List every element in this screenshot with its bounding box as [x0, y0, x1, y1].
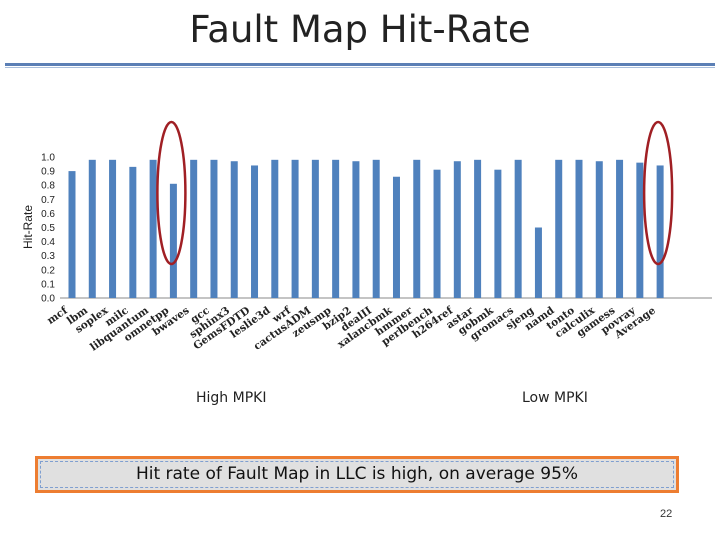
title-rule: [5, 63, 715, 66]
bar-hmmer: [413, 159, 421, 298]
low-mpki-label: Low MPKI: [522, 390, 588, 406]
bar-soplex: [109, 159, 117, 298]
bar-povray: [636, 162, 644, 298]
bar-tonto: [575, 159, 583, 298]
bar-namd: [555, 159, 563, 298]
bar-zeusmp: [332, 159, 340, 298]
high-mpki-label: High MPKI: [196, 390, 267, 406]
bar-wrf: [291, 159, 299, 298]
bar-gobmk: [494, 169, 502, 298]
y-tick-label: 0.7: [41, 195, 55, 206]
callout-inner-border: [40, 461, 674, 488]
y-axis-label: Hit-Rate: [21, 205, 35, 249]
bar-leslie3d: [271, 159, 279, 298]
bar-bwaves: [190, 159, 198, 298]
bar-mcf: [68, 171, 76, 298]
bar-omnetpp: [169, 183, 177, 298]
bar-perlbench: [433, 169, 441, 298]
y-tick-label: 0.5: [41, 223, 55, 234]
bar-astar: [474, 159, 482, 298]
bar-GemsFDTD: [251, 165, 259, 298]
hit-rate-chart: 0.0 0.1 0.2 0.3 0.4 0.5 0.6 0.7 0.8 0.9 1.0 Hit-Rat…: [21, 120, 712, 354]
bar-sphinx3: [230, 161, 238, 298]
y-tick-label: 0.8: [41, 181, 55, 192]
y-tick-label: 0.3: [41, 251, 55, 262]
y-tick-label: 0.1: [41, 279, 55, 290]
bar-gcc: [210, 159, 218, 298]
bar-gromacs: [514, 159, 522, 298]
bar-libquantum: [149, 159, 157, 298]
bar-lbm: [88, 159, 96, 298]
bar-gamess: [616, 159, 624, 298]
title-rule-thin: [5, 67, 715, 68]
y-tick-label: 0.2: [41, 265, 55, 276]
highlight-ellipse-omnetpp: [156, 120, 187, 266]
bar-Average: [656, 165, 664, 298]
bar-sjeng: [534, 227, 542, 298]
y-tick-label: 0.6: [41, 209, 55, 220]
callout-box: Hit rate of Fault Map in LLC is high, on…: [35, 456, 679, 493]
y-tick-label: 1.0: [41, 153, 55, 164]
bar-cactusADM: [311, 159, 319, 298]
bar-bzip2: [352, 161, 360, 298]
callout-text: Hit rate of Fault Map in LLC is high, on…: [135, 464, 579, 484]
highlight-ellipse-Average: [642, 120, 674, 266]
bar-calculix: [595, 161, 603, 298]
y-tick-label: 0.4: [41, 237, 55, 248]
bar-dealII: [372, 159, 380, 298]
y-tick-label: 0.0: [41, 294, 55, 305]
bar-xalancbmk: [392, 176, 400, 298]
bar-h264ref: [453, 161, 461, 298]
slide-title: Fault Map Hit-Rate: [189, 8, 531, 51]
page-number: 22: [660, 508, 673, 520]
bar-milc: [129, 166, 137, 298]
y-tick-label: 0.9: [41, 167, 55, 178]
